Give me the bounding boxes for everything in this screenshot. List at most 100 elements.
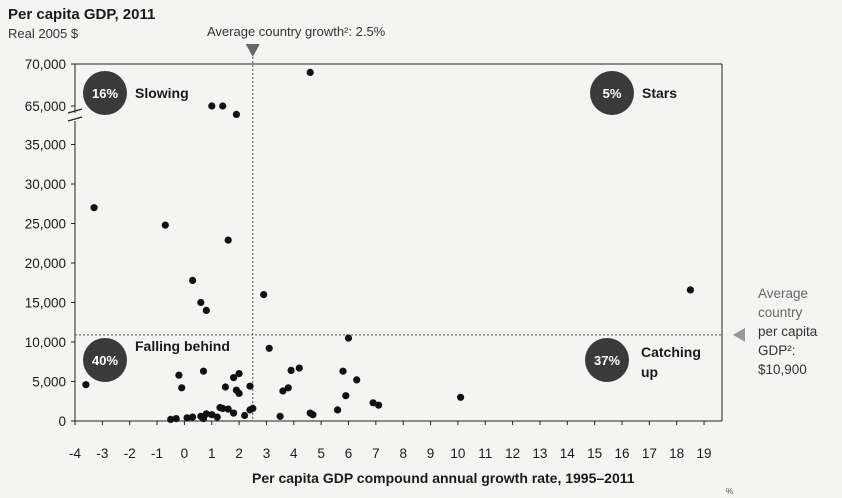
data-point	[224, 405, 232, 413]
average-gdp-marker-icon	[733, 327, 745, 342]
x-tick-label: 12	[505, 446, 520, 461]
data-point	[686, 286, 695, 294]
y-tick-label: 65,000	[25, 99, 66, 114]
catching-percent: 37%	[594, 353, 620, 368]
data-point	[232, 110, 240, 118]
data-point	[199, 367, 208, 375]
x-tick-label: 18	[669, 446, 684, 461]
data-point	[230, 409, 238, 417]
data-point	[208, 102, 216, 110]
data-point	[219, 102, 227, 110]
data-point	[213, 413, 221, 421]
data-point	[197, 298, 205, 307]
data-point	[189, 413, 197, 421]
y-tick-label: 30,000	[25, 177, 66, 192]
chart-subtitle: Real 2005 $	[8, 26, 79, 41]
data-point	[235, 370, 243, 378]
y-tick-label: 35,000	[25, 138, 66, 153]
data-point	[178, 384, 186, 392]
data-point	[183, 414, 191, 422]
catching-label: Catching	[641, 344, 701, 360]
slowing-label: Slowing	[135, 85, 189, 101]
data-point	[344, 334, 353, 342]
data-point	[175, 371, 183, 379]
data-point	[353, 376, 361, 384]
x-tick-label: 9	[427, 446, 435, 461]
y-tick-label: 5,000	[32, 375, 66, 390]
axis-break-mark	[67, 108, 83, 114]
data-point	[276, 412, 284, 420]
data-point	[202, 306, 210, 314]
x-tick-label: 14	[560, 446, 576, 461]
y-tick-label: 70,000	[25, 57, 66, 72]
x-tick-label: -4	[69, 446, 81, 461]
data-point	[224, 236, 232, 244]
data-point	[230, 374, 238, 382]
falling-badge	[83, 338, 127, 382]
x-tick-label: 6	[345, 446, 353, 461]
stars-percent: 5%	[603, 86, 622, 101]
data-point	[82, 381, 90, 389]
data-point	[161, 221, 169, 229]
catching-badge	[585, 338, 629, 382]
slowing-badge	[83, 71, 127, 115]
x-tick-label: 4	[290, 446, 298, 461]
falling-percent: 40%	[92, 353, 118, 368]
y-tick-label: 10,000	[25, 335, 66, 350]
x-tick-label: -2	[124, 446, 136, 461]
data-point	[189, 276, 197, 284]
x-tick-label: 5	[317, 446, 325, 461]
data-point	[199, 415, 208, 423]
x-tick-label: 0	[181, 446, 189, 461]
x-tick-label: 7	[372, 446, 380, 461]
catching-label: up	[641, 364, 658, 380]
x-tick-label: 13	[532, 446, 547, 461]
data-point	[339, 367, 347, 375]
x-axis-label: Per capita GDP compound annual growth ra…	[252, 470, 635, 486]
average-gdp-line-5: $10,900	[758, 362, 807, 377]
data-point	[208, 411, 216, 419]
x-tick-label: 1	[208, 446, 216, 461]
chart-title: Per capita GDP, 2011	[8, 6, 156, 23]
y-tick-label: 15,000	[25, 296, 66, 311]
average-gdp-label: Average country per capita GDP²: $10,900	[758, 284, 817, 379]
x-tick-label: -1	[151, 446, 163, 461]
x-axis-unit: %	[726, 487, 734, 496]
data-point	[260, 291, 268, 299]
average-gdp-line-1: Average	[758, 286, 809, 301]
axis-break-mark	[67, 116, 83, 122]
x-tick-label: 19	[697, 446, 712, 461]
y-tick-label: 25,000	[25, 217, 66, 232]
data-point	[342, 392, 350, 400]
average-gdp-line-2: country	[758, 305, 803, 320]
x-tick-label: 10	[450, 446, 465, 461]
data-point	[235, 389, 243, 397]
data-point	[284, 384, 292, 392]
data-point	[309, 411, 317, 419]
x-tick-label: 11	[478, 446, 492, 461]
average-gdp-line-3: per capita	[758, 324, 818, 339]
data-point	[334, 406, 342, 414]
data-point	[167, 415, 175, 423]
data-point	[295, 364, 303, 372]
x-tick-label: -3	[96, 446, 108, 461]
data-point	[265, 344, 273, 352]
x-tick-label: 15	[587, 446, 602, 461]
data-point	[90, 204, 98, 212]
data-point	[306, 68, 314, 76]
average-growth-label: Average country growth²: 2.5%	[207, 24, 386, 39]
data-point	[246, 382, 254, 390]
data-point	[369, 399, 377, 407]
data-point	[219, 404, 227, 412]
y-tick-label: 0	[58, 414, 66, 429]
data-point	[287, 366, 295, 374]
data-point	[246, 406, 254, 414]
y-tick-label: 20,000	[25, 256, 66, 271]
stars-badge	[590, 71, 634, 115]
data-point	[279, 387, 287, 395]
x-tick-label: 17	[642, 446, 657, 461]
data-point	[457, 393, 465, 401]
average-gdp-line-4: GDP²:	[758, 343, 796, 358]
x-tick-label: 8	[399, 446, 407, 461]
